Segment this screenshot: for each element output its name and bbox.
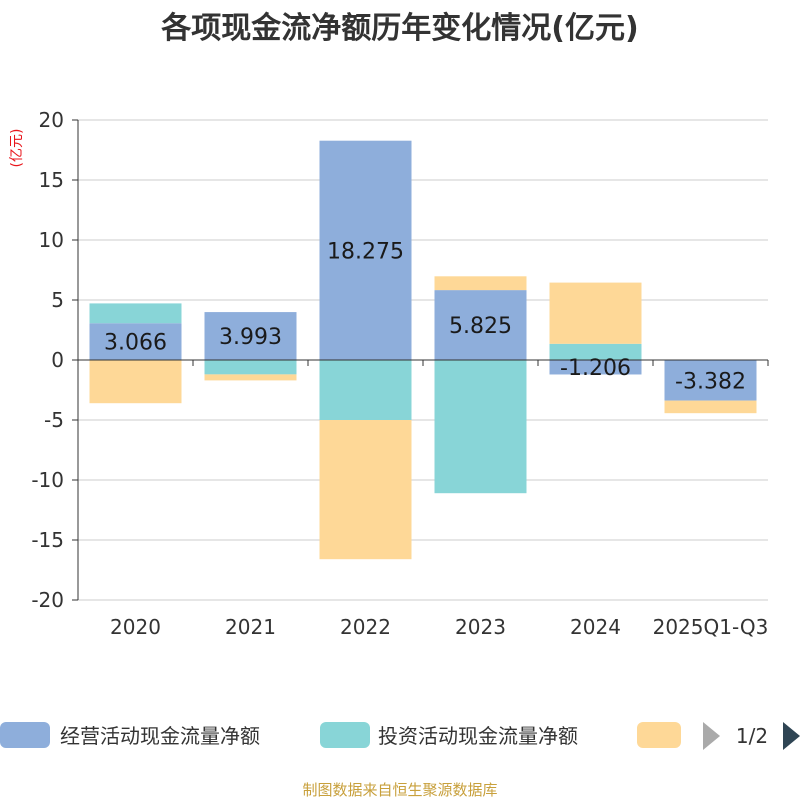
y-axis-ticks: 20 15 10 5 0 -5 -10 -15 -20 <box>31 108 78 612</box>
bar-series3-2024 <box>549 282 642 344</box>
bar-series1-2020 <box>89 323 182 360</box>
bar-series2-2020 <box>89 303 182 324</box>
legend-prev-icon[interactable] <box>703 722 720 750</box>
data-labels: 3.066 3.993 18.275 5.825 -1.206 -3.382 <box>104 239 746 394</box>
legend-swatch-3[interactable] <box>637 722 681 748</box>
legend-label-2[interactable]: 投资活动现金流量净额 <box>378 724 578 748</box>
bar-series2-2022 <box>319 360 412 420</box>
bar-series3-2020 <box>89 360 182 404</box>
y-tick-label: 10 <box>39 228 64 252</box>
data-label: 3.993 <box>219 325 282 350</box>
x-tick-label: 2023 <box>455 615 506 639</box>
bar-series3-2025Q1-Q3 <box>664 400 757 414</box>
data-label: 18.275 <box>327 239 404 264</box>
y-tick-label: -20 <box>31 588 64 612</box>
y-tick-label: -5 <box>44 408 64 432</box>
bar-series2-2021 <box>204 360 297 375</box>
x-tick-label: 2025Q1-Q3 <box>653 615 769 639</box>
bar-series3-2023 <box>434 276 527 291</box>
legend-label-1[interactable]: 经营活动现金流量净额 <box>60 724 260 748</box>
y-tick-label: 0 <box>51 348 64 372</box>
legend-page-indicator: 1/2 <box>736 724 768 748</box>
bar-series2-2024 <box>549 343 642 360</box>
x-tick-label: 2020 <box>110 615 161 639</box>
y-tick-label: 20 <box>39 108 64 132</box>
chart-title: 各项现金流净额历年变化情况(亿元) <box>160 11 638 46</box>
x-axis-ticks: 2020 2021 2022 2023 2024 2025Q1-Q3 <box>110 615 768 639</box>
bar-series3-2021 <box>204 374 297 381</box>
x-tick-label: 2022 <box>340 615 391 639</box>
legend-swatch-2[interactable] <box>320 722 370 748</box>
data-label: -1.206 <box>560 356 631 381</box>
bar-series1-2022 <box>319 140 412 360</box>
bar-series3-2022 <box>319 420 412 560</box>
bars <box>89 140 757 560</box>
legend-next-icon[interactable] <box>783 722 800 750</box>
axes <box>77 120 769 600</box>
y-tick-label: 15 <box>39 168 64 192</box>
x-tick-label: 2021 <box>225 615 276 639</box>
data-label: 5.825 <box>449 314 512 339</box>
x-tick-label: 2024 <box>570 615 621 639</box>
bar-series1-2025Q1-Q3 <box>664 360 757 401</box>
bar-series1-2023 <box>434 290 527 360</box>
legend-swatch-1[interactable] <box>0 722 50 748</box>
y-tick-label: 5 <box>51 288 64 312</box>
bar-series2-2023 <box>434 360 527 494</box>
data-label: 3.066 <box>104 331 167 356</box>
y-tick-label: -10 <box>31 468 64 492</box>
bar-series1-2021 <box>204 312 297 360</box>
data-label: -3.382 <box>675 369 746 394</box>
bar-series1-2024 <box>549 360 642 375</box>
y-axis-unit: (亿元) <box>9 129 25 168</box>
data-source: 制图数据来自恒生聚源数据库 <box>302 781 497 799</box>
legend[interactable]: 经营活动现金流量净额 投资活动现金流量净额 1/2 <box>0 722 800 750</box>
y-tick-label: -15 <box>31 528 64 552</box>
